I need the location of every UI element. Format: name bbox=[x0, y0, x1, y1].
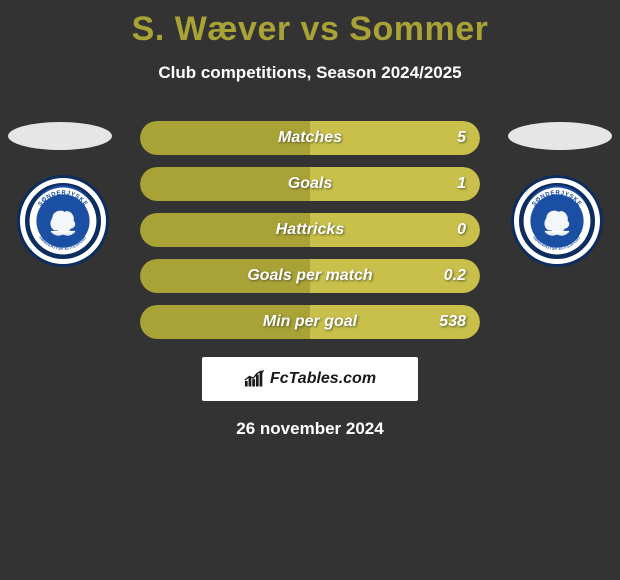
stat-label: Matches bbox=[140, 121, 480, 155]
stat-row: Goals per match0.2 bbox=[140, 259, 480, 293]
stat-row: Goals1 bbox=[140, 167, 480, 201]
stat-row: Hattricks0 bbox=[140, 213, 480, 247]
page-subtitle: Club competitions, Season 2024/2025 bbox=[0, 63, 620, 83]
stat-value-right: 0.2 bbox=[444, 259, 466, 293]
stat-row: Min per goal538 bbox=[140, 305, 480, 339]
stat-value-right: 1 bbox=[457, 167, 466, 201]
date-label: 26 november 2024 bbox=[0, 419, 620, 439]
stat-label: Goals per match bbox=[140, 259, 480, 293]
brand-box[interactable]: FcTables.com bbox=[202, 357, 418, 401]
stat-value-right: 538 bbox=[439, 305, 466, 339]
stats-container: Matches5Goals1Hattricks0Goals per match0… bbox=[0, 121, 620, 339]
brand-label: FcTables.com bbox=[270, 370, 376, 388]
stat-row: Matches5 bbox=[140, 121, 480, 155]
page-title: S. Wæver vs Sommer bbox=[0, 0, 620, 49]
stat-label: Min per goal bbox=[140, 305, 480, 339]
stat-label: Hattricks bbox=[140, 213, 480, 247]
stat-value-right: 5 bbox=[457, 121, 466, 155]
stat-label: Goals bbox=[140, 167, 480, 201]
stat-value-right: 0 bbox=[457, 213, 466, 247]
bar-chart-icon bbox=[244, 370, 266, 388]
